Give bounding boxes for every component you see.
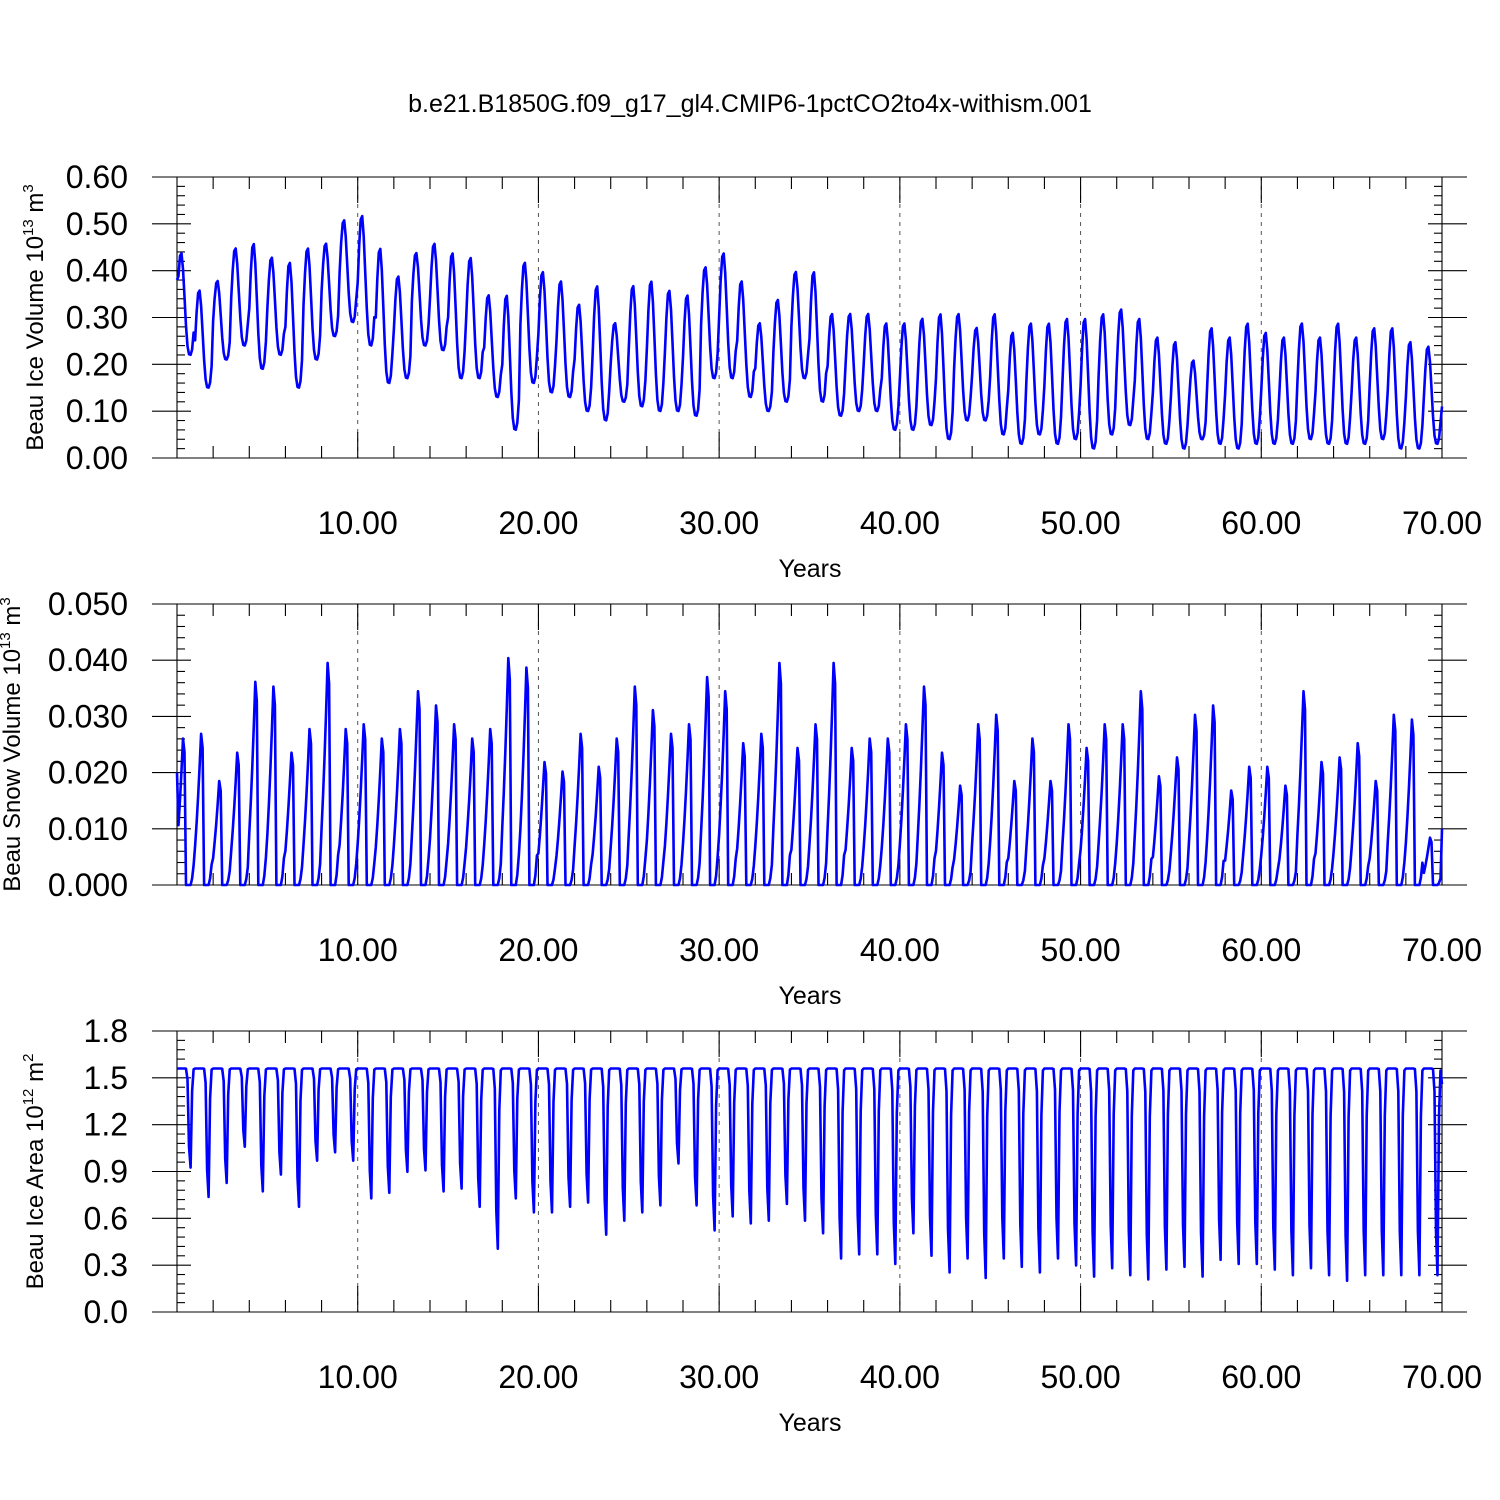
- x-tick-label-2: 30.00: [679, 1359, 759, 1395]
- x-tick-label-0: 10.00: [318, 1359, 398, 1395]
- y-tick-label-0: 0.000: [48, 867, 128, 903]
- x-axis-title: Years: [778, 555, 841, 583]
- y-tick-label-1: 0.010: [48, 811, 128, 847]
- y-tick-label-0: 0.00: [66, 440, 128, 476]
- series-line-snow-volume: [175, 656, 1444, 887]
- y-tick-label-4: 1.2: [84, 1107, 128, 1143]
- x-tick-label-2: 30.00: [679, 505, 759, 541]
- x-tick-label-5: 60.00: [1221, 505, 1301, 541]
- x-tick-label-1: 20.00: [498, 1359, 578, 1395]
- y-tick-label-1: 0.3: [84, 1247, 128, 1283]
- y-tick-label-4: 0.040: [48, 642, 128, 678]
- y-tick-label-0: 0.0: [84, 1294, 128, 1330]
- y-axis-title: Beau Ice Area 1012 m2: [20, 1054, 49, 1290]
- y-tick-label-2: 0.020: [48, 755, 128, 791]
- panel-snow-volume: 0.000 0.010 0.020 0.030 0.040 0.050 10.00 20.00…: [0, 586, 1482, 1010]
- y-tick-label-3: 0.9: [84, 1154, 128, 1190]
- y-tick-label-5: 0.50: [66, 206, 128, 242]
- y-tick-label-1: 0.10: [66, 393, 128, 429]
- y-axis-title: Beau Snow Volume 1013 m3: [0, 597, 26, 892]
- y-tick-label-5: 0.050: [48, 586, 128, 622]
- x-tick-label-4: 50.00: [1041, 1359, 1121, 1395]
- x-tick-label-6: 70.00: [1402, 932, 1482, 968]
- y-tick-label-2: 0.6: [84, 1200, 128, 1236]
- x-axis-title: Years: [778, 982, 841, 1010]
- y-tick-label-6: 1.8: [84, 1013, 128, 1049]
- x-tick-label-1: 20.00: [498, 505, 578, 541]
- x-tick-label-0: 10.00: [318, 505, 398, 541]
- x-tick-label-6: 70.00: [1402, 505, 1482, 541]
- x-tick-label-2: 30.00: [679, 932, 759, 968]
- x-tick-label-5: 60.00: [1221, 1359, 1301, 1395]
- y-tick-label-2: 0.20: [66, 346, 128, 382]
- y-tick-label-4: 0.40: [66, 253, 128, 289]
- y-tick-label-3: 0.030: [48, 698, 128, 734]
- x-tick-label-0: 10.00: [318, 932, 398, 968]
- series-line-ice-area: [177, 1067, 1444, 1283]
- x-tick-label-3: 40.00: [860, 1359, 940, 1395]
- x-tick-label-4: 50.00: [1041, 932, 1121, 968]
- x-tick-label-5: 60.00: [1221, 932, 1301, 968]
- y-tick-label-3: 0.30: [66, 300, 128, 336]
- y-axis-title: Beau Ice Volume 1013 m3: [20, 184, 49, 451]
- series-line-ice-volume: [175, 214, 1444, 450]
- x-tick-label-4: 50.00: [1041, 505, 1121, 541]
- x-tick-label-3: 40.00: [860, 505, 940, 541]
- x-axis-title: Years: [778, 1409, 841, 1437]
- x-tick-label-1: 20.00: [498, 932, 578, 968]
- x-tick-label-3: 40.00: [860, 932, 940, 968]
- x-tick-label-6: 70.00: [1402, 1359, 1482, 1395]
- chart-panels: 0.00 0.10 0.20 0.30 0.40 0.50 0.60 10.00 20.00 30…: [0, 159, 1482, 1437]
- panel-ice-area: 0.0 0.3 0.6 0.9 1.2 1.5 1.8 10.00 20.00 30.00 40.0…: [20, 1013, 1482, 1437]
- y-tick-label-6: 0.60: [66, 159, 128, 195]
- chart-title: b.e21.B1850G.f09_g17_gl4.CMIP6-1pctCO2to…: [408, 90, 1092, 118]
- y-tick-label-5: 1.5: [84, 1060, 128, 1096]
- panel-ice-volume: 0.00 0.10 0.20 0.30 0.40 0.50 0.60 10.00 20.00 30…: [20, 159, 1482, 583]
